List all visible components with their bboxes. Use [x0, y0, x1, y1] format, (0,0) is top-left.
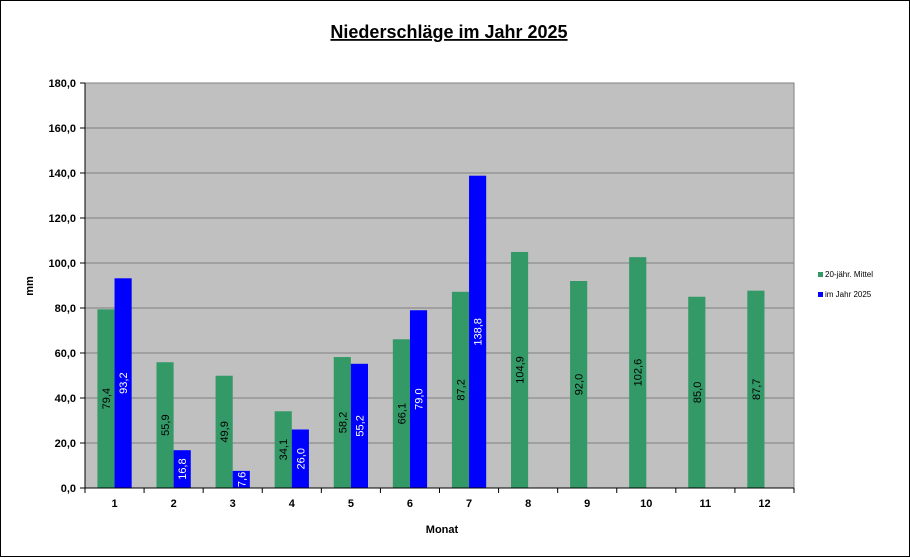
bar [350, 363, 369, 488]
data-label: 104,9 [515, 356, 527, 384]
bar [156, 362, 174, 488]
data-label: 55,2 [354, 415, 366, 436]
data-label: 7,6 [236, 472, 248, 487]
bar [409, 310, 428, 488]
data-label: 79,4 [101, 388, 113, 409]
bar [114, 278, 132, 488]
y-tick-label: 140,0 [48, 168, 76, 180]
x-tick-label: 7 [466, 498, 472, 510]
data-label: 138,8 [473, 318, 485, 346]
bar [629, 257, 647, 488]
legend-label: im Jahr 2025 [825, 290, 872, 299]
bars [97, 175, 765, 488]
x-tick-label: 1 [111, 498, 117, 510]
bar [451, 291, 470, 488]
data-label: 26,0 [295, 448, 307, 469]
x-tick-label: 3 [230, 498, 236, 510]
bar [97, 309, 115, 488]
bar [232, 470, 250, 488]
legend-swatch [818, 292, 823, 297]
y-tick-label: 160,0 [48, 123, 76, 135]
y-tick-label: 120,0 [48, 213, 76, 225]
legend-swatch [818, 272, 823, 277]
x-tick-label: 12 [758, 498, 770, 510]
bar [215, 375, 233, 488]
data-label: 92,0 [574, 374, 586, 395]
x-tick-label: 6 [407, 498, 413, 510]
bar [510, 251, 529, 488]
y-tick-label: 180,0 [48, 78, 76, 90]
data-label: 66,1 [396, 403, 408, 424]
x-tick-label: 4 [289, 498, 296, 510]
x-axis-title: Monat [426, 524, 459, 536]
bar [173, 450, 191, 488]
data-label: 49,9 [219, 421, 231, 442]
plot-area [84, 82, 795, 489]
y-tick-label: 0,0 [61, 483, 76, 495]
plot-background [84, 82, 795, 489]
data-label: 55,9 [160, 414, 172, 435]
bar [570, 281, 588, 488]
legend: 20-jähr. Mittel im Jahr 2025 [818, 270, 873, 299]
bar [469, 175, 487, 488]
axes: 0,0 20,0 40,0 60,0 80,0 100,0 120,0 140,0 160,0 1… [48, 78, 795, 510]
y-tick-label: 60,0 [55, 348, 76, 360]
data-label: 87,7 [751, 379, 763, 400]
x-tick-label: 10 [640, 498, 652, 510]
data-label: 34,1 [278, 439, 290, 460]
data-label: 102,6 [633, 359, 645, 387]
y-tick-label: 40,0 [55, 393, 76, 405]
y-tick-label: 20,0 [55, 438, 76, 450]
x-tick-label: 9 [584, 498, 590, 510]
y-tick-label: 100,0 [48, 258, 76, 270]
x-tick-label: 11 [700, 498, 712, 510]
bar [392, 339, 410, 488]
legend-label: 20-jähr. Mittel [825, 270, 873, 279]
bar [274, 411, 292, 488]
data-label: 87,2 [455, 379, 467, 400]
x-tick-label: 5 [348, 498, 354, 510]
y-axis-title: mm [24, 276, 36, 296]
data-label: 85,0 [692, 382, 704, 403]
data-label: 58,2 [337, 412, 349, 433]
data-label: 93,2 [118, 372, 130, 393]
data-label: 79,0 [414, 388, 426, 409]
bar [747, 290, 765, 488]
x-tick-label: 8 [525, 498, 531, 510]
x-tick-label: 2 [171, 498, 177, 510]
y-tick-label: 80,0 [55, 303, 76, 315]
data-label: 16,8 [177, 458, 189, 479]
chart-title: Niederschläge im Jahr 2025 [330, 22, 567, 42]
bar [333, 357, 351, 488]
bar [291, 429, 309, 488]
data-labels: 79,4 55,9 49,9 34,1 58,2 66,1 87,2 104,9 92,0 102… [101, 318, 763, 487]
bar [688, 296, 706, 488]
